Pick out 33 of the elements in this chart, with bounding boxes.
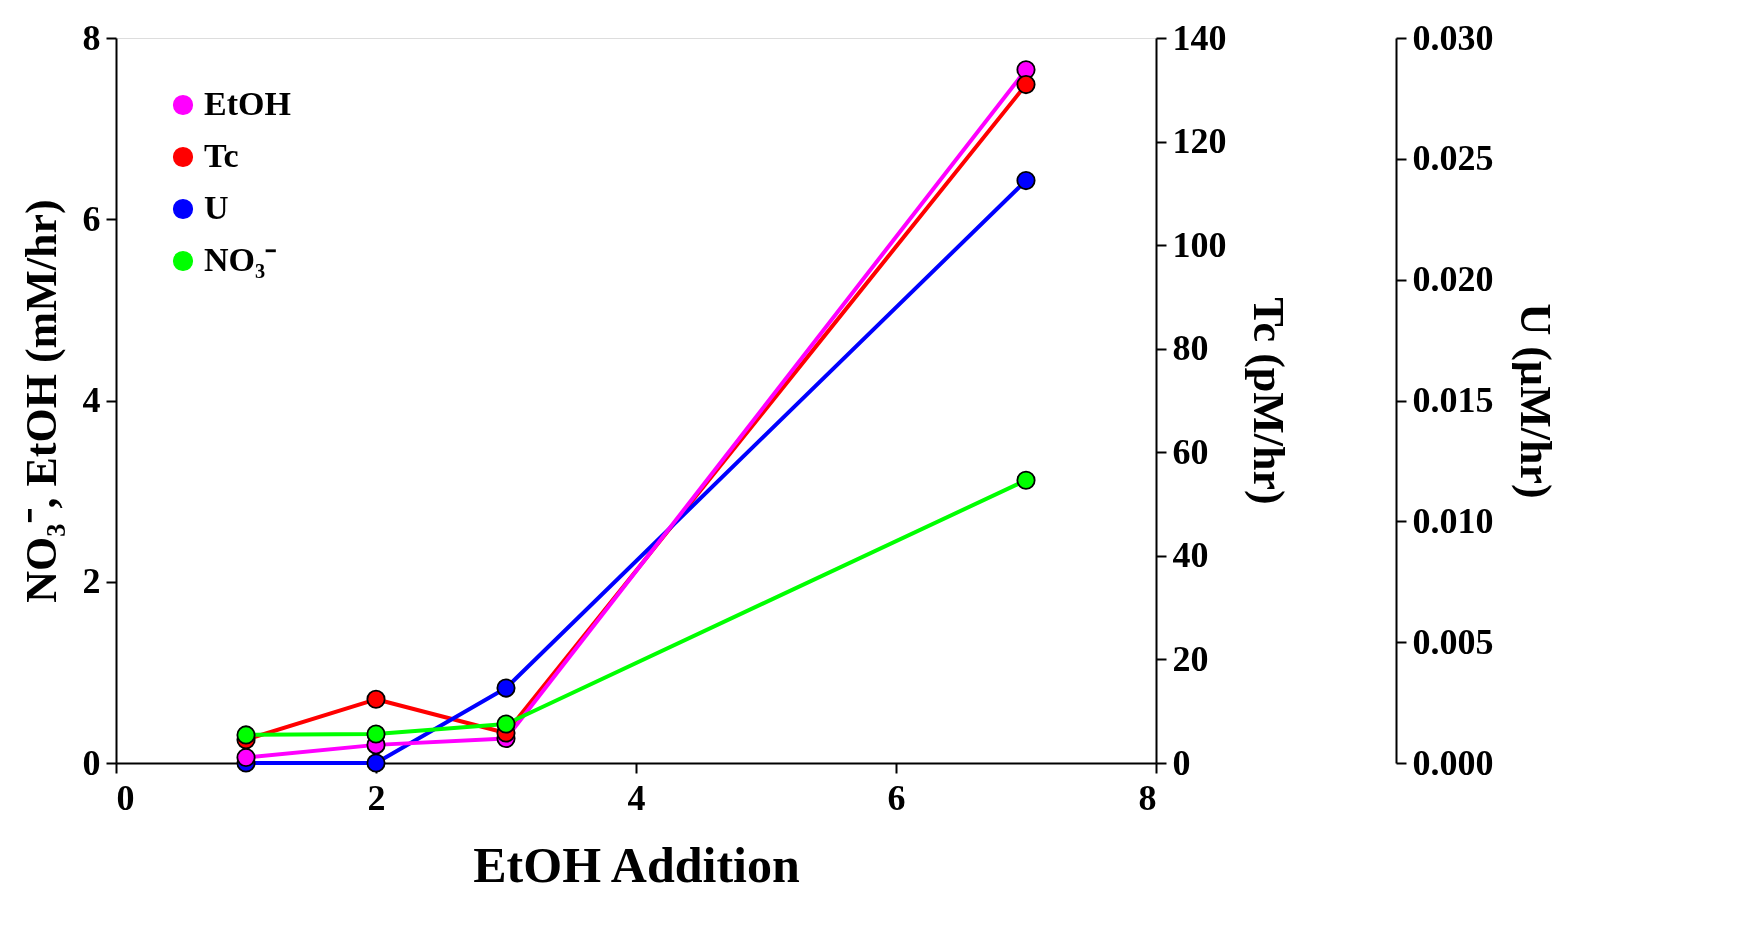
legend-label: EtOH xyxy=(204,85,291,122)
x-axis-title: EtOH Addition xyxy=(473,836,800,893)
y3-axis-title: U (µM/hr) xyxy=(1510,303,1560,499)
legend-label: NO₃⁻ xyxy=(204,241,277,278)
y2-tick-label: 20 xyxy=(1172,638,1209,679)
x-tick-label: 0 xyxy=(116,777,135,818)
y3-tick-label: 0.020 xyxy=(1412,259,1494,300)
y-tick-label: 2 xyxy=(82,561,101,602)
y3-tick-label: 0.010 xyxy=(1412,500,1494,541)
legend-label: Tc xyxy=(204,137,239,174)
x-tick-label: 8 xyxy=(1138,777,1157,818)
y-tick-label: 4 xyxy=(82,380,101,420)
y-tick-label: 6 xyxy=(82,198,101,239)
y2-tick-label: 140 xyxy=(1172,17,1227,58)
y3-tick-label: 0.030 xyxy=(1412,17,1494,58)
y2-tick-label: 0 xyxy=(1172,742,1191,783)
y2-tick-label: 40 xyxy=(1172,535,1209,576)
x-tick-label: 6 xyxy=(887,777,906,818)
x-tick-label: 4 xyxy=(627,777,646,818)
y2-tick-label: 100 xyxy=(1172,224,1227,265)
legend-label: U xyxy=(204,189,229,226)
y2-axis-title: Tc (pM/hr) xyxy=(1243,297,1293,505)
y3-tick-label: 0.025 xyxy=(1412,138,1494,179)
y2-tick-label: 120 xyxy=(1172,121,1227,162)
y-tick-label: 0 xyxy=(82,742,101,783)
y-tick-label: 8 xyxy=(82,17,101,58)
y3-tick-label: 0.015 xyxy=(1412,380,1494,420)
x-tick-label: 2 xyxy=(367,777,386,818)
y-axis-title: NO₃⁻, EtOH (mM/hr) xyxy=(16,199,66,603)
y3-tick-label: 0.005 xyxy=(1412,621,1494,662)
y2-tick-label: 60 xyxy=(1172,431,1209,472)
y2-tick-label: 80 xyxy=(1172,328,1209,369)
y3-tick-label: 0.000 xyxy=(1412,742,1494,783)
